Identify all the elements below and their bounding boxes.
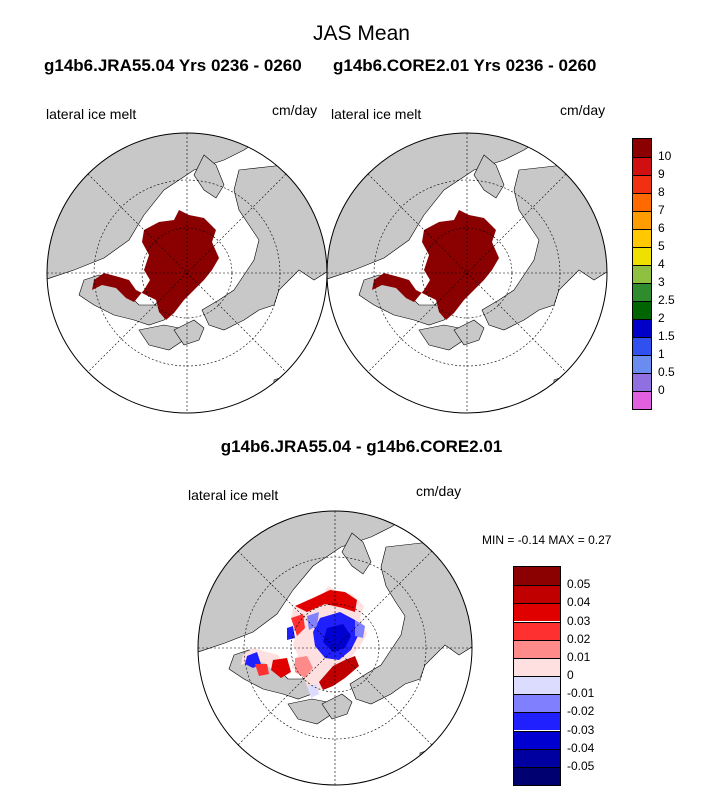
colorbar-swatch — [514, 676, 560, 695]
colorbar-tick-label: 2.5 — [658, 293, 675, 307]
colorbar-swatch — [514, 639, 560, 658]
colorbar-difference: 0.05 0.04 0.03 0.02 0.01 0 -0.01 -0.02 -0.03 -0.0… — [513, 566, 603, 788]
colorbar-swatch — [514, 694, 560, 713]
polar-map-difference — [197, 510, 473, 786]
panel-right-variable: lateral ice melt — [331, 106, 422, 122]
colorbar-swatch — [633, 157, 651, 175]
polar-map-right — [326, 132, 608, 414]
colorbar-tick-label: 0.05 — [567, 577, 591, 592]
colorbar-swatch — [633, 283, 651, 301]
colorbar-swatch — [633, 391, 651, 409]
colorbar-swatch — [633, 337, 651, 355]
colorbar-swatch — [633, 319, 651, 337]
colorbar-swatch — [633, 211, 651, 229]
colorbar-difference-swatches — [513, 566, 561, 786]
difference-minmax: MIN = -0.14 MAX = 0.27 — [482, 533, 611, 547]
difference-title: g14b6.JRA55.04 - g14b6.CORE2.01 — [220, 437, 503, 456]
polar-map-left — [46, 132, 328, 414]
colorbar-tick-label: -0.03 — [567, 722, 595, 737]
difference-variable: lateral ice melt — [188, 487, 279, 503]
difference-field — [241, 586, 367, 698]
colorbar-swatch — [514, 567, 560, 586]
panel-right-subtitle: g14b6.CORE2.01 Yrs 0236 - 0260 — [333, 56, 597, 75]
colorbar-swatch — [633, 247, 651, 265]
colorbar-tick-label: 9 — [658, 167, 665, 181]
colorbar-swatch — [633, 193, 651, 211]
colorbar-swatch — [633, 175, 651, 193]
colorbar-tick-label: 0.03 — [567, 613, 591, 628]
colorbar-swatch — [514, 712, 560, 731]
colorbar-tick-label: 6 — [658, 221, 665, 235]
graticule-left — [47, 133, 327, 413]
colorbar-tick-label: 7 — [658, 203, 665, 217]
colorbar-tick-label: 8 — [658, 185, 665, 199]
colorbar-swatch — [514, 621, 560, 640]
colorbar-swatch — [633, 229, 651, 247]
colorbar-tick-label: 1.5 — [658, 329, 675, 343]
colorbar-swatch — [633, 139, 651, 157]
panel-right-units: cm/day — [560, 102, 606, 118]
colorbar-swatch — [633, 355, 651, 373]
colorbar-tick-label: 5 — [658, 239, 665, 253]
colorbar-tick-label: -0.01 — [567, 686, 595, 701]
colorbar-tick-label: 4 — [658, 257, 665, 271]
colorbar-swatch — [514, 657, 560, 676]
colorbar-tick-label: 0.5 — [658, 365, 675, 379]
colorbar-tick-label: -0.02 — [567, 704, 595, 719]
panel-left-variable: lateral ice melt — [46, 106, 137, 122]
graticule-right — [327, 133, 607, 413]
difference-units: cm/day — [416, 483, 462, 499]
colorbar-swatch — [633, 373, 651, 391]
max-label: MAX = — [548, 533, 585, 547]
colorbar-tick-label: 0.01 — [567, 649, 591, 664]
colorbar-tick-label: 2 — [658, 311, 665, 325]
colorbar-swatch — [633, 301, 651, 319]
colorbar-swatch — [514, 766, 560, 785]
colorbar-top: 10 9 8 7 6 5 4 3 2.5 2 1.5 1 0.5 0 — [632, 138, 712, 410]
colorbar-tick-label: 10 — [658, 149, 672, 163]
colorbar-tick-label: 0 — [658, 383, 665, 397]
colorbar-tick-label: 3 — [658, 275, 665, 289]
colorbar-tick-label: 0.04 — [567, 595, 591, 610]
max-value: 0.27 — [588, 533, 612, 547]
colorbar-swatch — [514, 585, 560, 604]
colorbar-tick-label: -0.04 — [567, 740, 595, 755]
figure-title: JAS Mean — [313, 22, 410, 45]
graticule-difference — [198, 511, 472, 785]
colorbar-tick-label: 0 — [567, 668, 574, 682]
panel-left-units: cm/day — [272, 102, 318, 118]
panel-left-subtitle: g14b6.JRA55.04 Yrs 0236 - 0260 — [44, 56, 302, 75]
colorbar-swatch — [633, 265, 651, 283]
colorbar-swatch — [514, 730, 560, 749]
colorbar-tick-label: -0.05 — [567, 758, 595, 773]
min-label: MIN = — [482, 533, 515, 547]
colorbar-tick-label: 1 — [658, 347, 665, 361]
colorbar-tick-label: 0.02 — [567, 631, 591, 646]
min-value: -0.14 — [517, 533, 546, 547]
colorbar-swatch — [514, 748, 560, 767]
colorbar-top-swatches — [632, 138, 652, 410]
colorbar-swatch — [514, 603, 560, 622]
